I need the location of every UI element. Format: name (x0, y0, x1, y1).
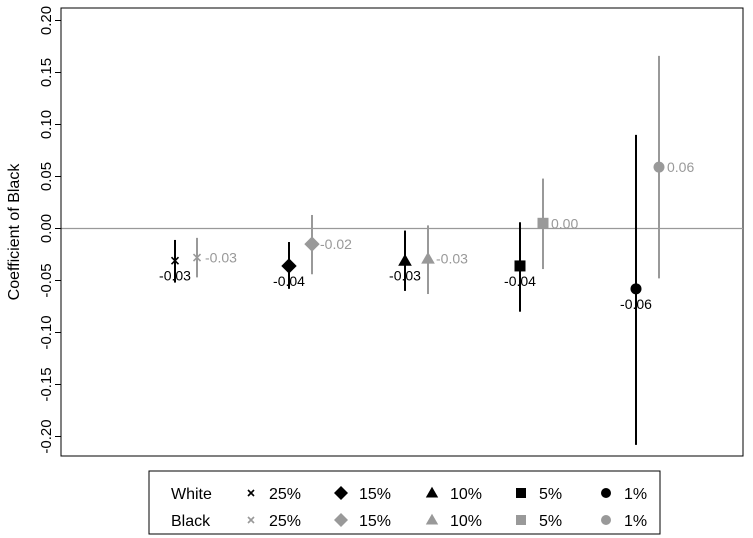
legend-black-diamond-icon (334, 513, 348, 527)
point-black-10pct-label: -0.03 (436, 251, 468, 267)
legend-black-25pct-label: 25% (269, 513, 301, 530)
point-white-25pct-marker-stroke-b (170, 256, 180, 265)
legend-white-x-icon (247, 489, 255, 497)
legend-black-x-icon-stroke-b (247, 516, 255, 524)
point-black-15pct: -0.02 (304, 214, 352, 275)
y-tick-label: -0.20 (38, 419, 55, 453)
point-white-25pct: -0.03 (159, 239, 191, 284)
legend-white-10pct-label: 10% (450, 486, 482, 503)
legend-white-25pct-label: 25% (269, 486, 301, 503)
legend-white-5pct-label: 5% (539, 486, 562, 503)
y-tick-label: -0.10 (38, 315, 55, 349)
point-black-25pct: -0.03 (192, 237, 237, 278)
point-white-5pct-marker (514, 260, 526, 272)
point-white-5pct-label: -0.04 (504, 273, 536, 289)
y-tick-label: -0.05 (38, 263, 55, 297)
y-tick-label: 0.05 (38, 162, 55, 191)
y-tick-label: 0.00 (38, 214, 55, 243)
data-marks: -0.03 -0.03 -0.04 -0.02 -0.03 -0.03 -0.04 0.00 -… (159, 55, 694, 445)
point-white-15pct: -0.04 (273, 242, 305, 289)
legend-white-triangle-icon (425, 486, 439, 498)
plot-frame (60, 7, 744, 457)
point-white-5pct: -0.04 (504, 222, 536, 312)
legend-group-white: White (171, 486, 212, 503)
legend-box (148, 470, 661, 535)
point-black-1pct: 0.06 (653, 55, 694, 279)
legend-black-10pct-label: 10% (450, 513, 482, 530)
y-tick-label: 0.10 (38, 110, 55, 139)
point-black-25pct-label: -0.03 (205, 250, 237, 266)
legend-white-circle-icon (601, 488, 611, 498)
point-black-15pct-marker (304, 236, 320, 252)
legend-white-1pct-label: 1% (624, 486, 647, 503)
y-tick-label: 0.20 (38, 6, 55, 35)
point-white-1pct-label: -0.06 (620, 296, 652, 312)
point-white-10pct: -0.03 (389, 230, 421, 291)
legend-white-diamond-icon (334, 486, 348, 500)
y-tick-label: -0.15 (38, 367, 55, 401)
point-white-15pct-marker (281, 258, 297, 274)
point-black-1pct-marker (653, 161, 665, 173)
legend-black-circle-icon (601, 515, 611, 525)
y-axis: -0.20 -0.15 -0.10 -0.05 0.00 0.05 0.10 0.15 0.20 (38, 6, 62, 456)
legend-black-triangle-icon (425, 513, 439, 525)
legend-white-15pct-label: 15% (359, 486, 391, 503)
point-black-1pct-label: 0.06 (667, 159, 694, 175)
legend-black-x-icon (247, 516, 255, 524)
point-black-5pct-marker (537, 217, 549, 229)
y-axis-label: Coefficient of Black (6, 163, 23, 301)
point-black-10pct: -0.03 (421, 225, 468, 295)
legend-white-x-icon-stroke-b (247, 489, 255, 497)
point-white-1pct: -0.06 (620, 134, 652, 445)
point-black-5pct-label: 0.00 (551, 215, 578, 231)
legend-white-square-icon (516, 488, 526, 498)
y-tick-label: 0.15 (38, 58, 55, 87)
point-white-10pct-marker (398, 253, 412, 266)
legend-black-15pct-label: 15% (359, 513, 391, 530)
point-black-25pct-marker (192, 253, 202, 262)
point-black-15pct-label: -0.02 (320, 236, 352, 252)
legend-group-black: Black (171, 513, 211, 530)
point-black-5pct: 0.00 (537, 178, 578, 270)
point-white-1pct-marker (630, 283, 642, 295)
legend: White 25% 15% 10% 5% 1% Black 25% 15% 10% 5% 1% (171, 486, 647, 530)
point-white-15pct-label: -0.04 (273, 273, 305, 289)
point-white-10pct-label: -0.03 (389, 268, 421, 284)
point-white-25pct-marker (170, 256, 180, 265)
legend-black-5pct-label: 5% (539, 513, 562, 530)
legend-black-square-icon (516, 515, 526, 525)
point-black-25pct-marker-stroke-b (192, 253, 202, 262)
point-white-25pct-label: -0.03 (159, 268, 191, 284)
point-black-10pct-marker (421, 251, 435, 264)
legend-black-1pct-label: 1% (624, 513, 647, 530)
